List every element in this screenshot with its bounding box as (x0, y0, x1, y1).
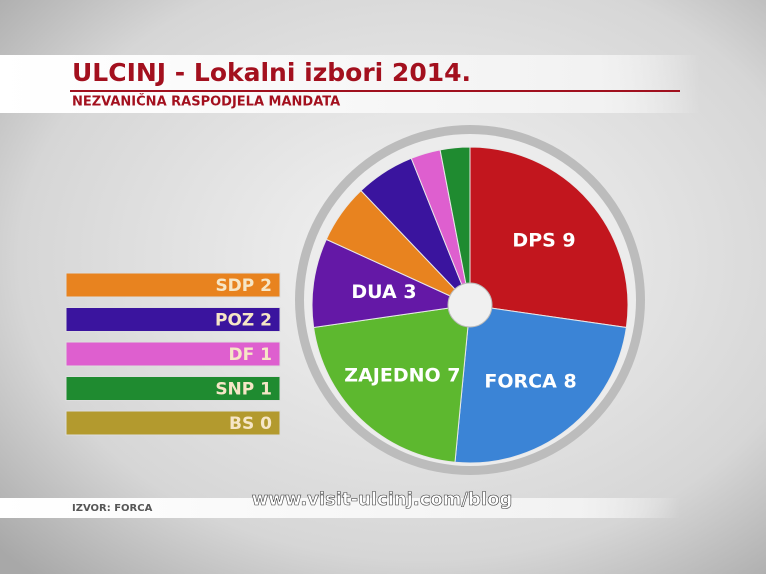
header-band (0, 55, 700, 113)
source: IZVOR: FORCA (72, 503, 153, 514)
slice-label: DUA 3 (351, 281, 416, 303)
slice-label: FORCA 8 (484, 371, 576, 393)
pie-hole (447, 282, 493, 328)
pie-slice (313, 304, 471, 463)
legend-label: BS 0 (229, 414, 272, 434)
subtitle: NEZVANIČNA RASPODJELA MANDATA (72, 94, 340, 110)
legend-swatch (65, 307, 281, 332)
pie-slice (311, 238, 472, 329)
legend-label: POZ 2 (215, 311, 272, 331)
legend-label: SNP 1 (215, 380, 272, 400)
legend-swatch (65, 376, 281, 401)
legend-swatch (65, 341, 281, 367)
watermark: www.visit-ulcinj.com/blog (252, 489, 513, 510)
footer-band (0, 498, 680, 518)
slice-label: DPS 9 (512, 229, 575, 251)
legend-label: SDP 2 (215, 276, 272, 296)
legend-label: DF 1 (229, 345, 272, 365)
pie-slice (439, 146, 471, 306)
legend-swatch (65, 272, 281, 298)
pie-slice (454, 304, 627, 464)
title: ULCINJ - Lokalni izbori 2014. (72, 58, 471, 87)
legend-swatch (65, 410, 281, 436)
slice-label: ZAJEDNO 7 (344, 364, 460, 386)
plot: DPS 9 FORCA 8 ZAJEDNO 7 DUA 3 SDP 2 POZ 2 DF 1… (65, 146, 629, 464)
pie-slice (469, 146, 629, 329)
